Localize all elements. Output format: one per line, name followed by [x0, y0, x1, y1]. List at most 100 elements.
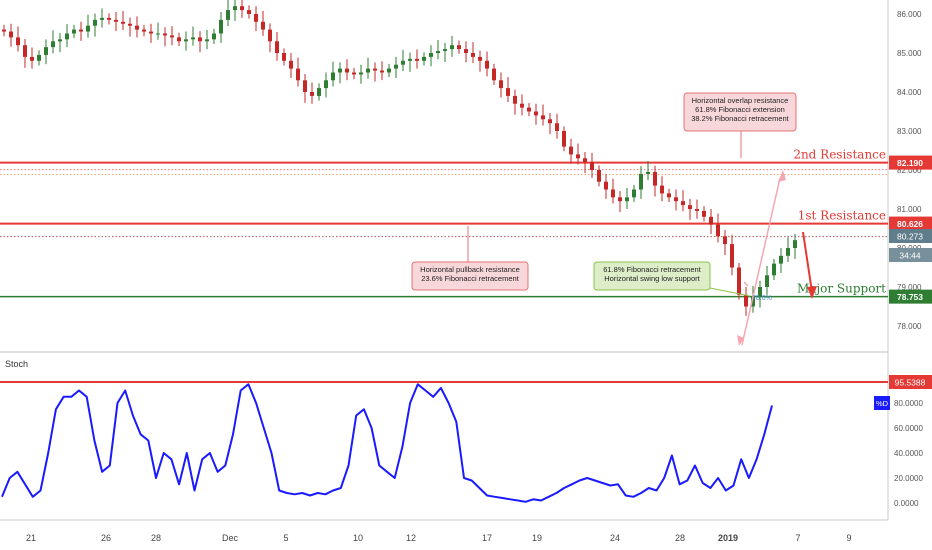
candle-body: [527, 107, 531, 112]
stoch-current-tag: [874, 396, 890, 410]
annotation-text: 61.8% Fibonacci retracement: [603, 265, 701, 274]
time-tick-label: 5: [283, 533, 288, 543]
candle-body: [107, 17, 111, 20]
annotation-text: 23.6% Fibonacci retracement: [421, 274, 519, 283]
candle-body: [2, 29, 6, 32]
candle-body: [177, 37, 181, 42]
candle-body: [597, 170, 601, 182]
stoch-d-line: [1, 383, 773, 503]
candle-body: [660, 185, 664, 194]
candle-body: [681, 201, 685, 206]
price-tick-label: 81.000: [897, 205, 922, 214]
candle-body: [436, 51, 440, 53]
candle-body: [702, 210, 706, 217]
candle-body: [254, 14, 258, 22]
price-tick-label: 83.000: [897, 127, 922, 136]
candle-body: [471, 53, 475, 57]
candle-body: [576, 154, 580, 159]
candle-body: [548, 119, 552, 124]
stoch-level-value: 95.5388: [895, 378, 926, 388]
annotation-box[interactable]: [411, 261, 529, 291]
time-tick-label: 17: [482, 533, 492, 543]
candle-body: [261, 21, 265, 30]
candle-body: [401, 60, 405, 65]
candle-body: [233, 6, 237, 11]
level-label: Major Support: [797, 282, 886, 296]
candle-body: [723, 236, 727, 245]
stoch-tick-label: 60.0000: [894, 424, 923, 433]
time-tick-label: 2019: [718, 533, 738, 543]
level-price-value: 78.753: [897, 292, 923, 302]
candle-body: [513, 95, 517, 104]
candle-body: [492, 68, 496, 81]
projection-arrowhead: [778, 170, 786, 182]
candle-body: [772, 263, 776, 276]
candle-body: [247, 10, 251, 14]
candle-body: [716, 224, 720, 237]
candle-body: [534, 111, 538, 116]
candle-body: [282, 53, 286, 61]
levels-layer: 2nd Resistance 1st Resistance Major Suppor…: [0, 148, 888, 383]
candle-body: [765, 275, 769, 287]
time-tick-label: 28: [675, 533, 685, 543]
candle-body: [744, 294, 748, 307]
candle-body: [674, 197, 678, 202]
candle-body: [366, 68, 370, 73]
price-tick-label: 79.000: [897, 283, 922, 292]
candle-body: [499, 80, 503, 89]
time-tick-label: 26: [101, 533, 111, 543]
annotation-box[interactable]: [683, 92, 797, 132]
candle-body: [590, 162, 594, 170]
candle-body: [639, 173, 643, 190]
candle-body: [170, 35, 174, 38]
candle-body: [324, 80, 328, 89]
stoch-title: Stoch: [5, 359, 28, 369]
time-tick-label: 19: [532, 533, 542, 543]
time-tick-label: 28: [151, 533, 161, 543]
candle-body: [478, 56, 482, 61]
candle-body: [100, 17, 104, 20]
price-tag-value: 80.273: [897, 232, 923, 242]
leader-line: [709, 287, 751, 297]
time-axis[interactable]: 21 26 28 Dec 5 10 12 17 19 24 28 2019 7 9: [26, 533, 852, 543]
price-tick-label: 78.000: [897, 322, 922, 331]
candle-body: [128, 23, 132, 26]
candle-body: [695, 209, 699, 211]
candle-body: [79, 29, 83, 32]
level-price-tag: [889, 289, 932, 304]
candle-body: [632, 189, 636, 198]
candle-body: [156, 33, 160, 35]
stoch-tick-label: 20.0000: [894, 474, 923, 483]
candle-body: [44, 47, 48, 55]
projection-line: [741, 177, 781, 346]
candle-body: [653, 171, 657, 186]
candle-body: [646, 171, 650, 174]
level-price-value: 80.626: [897, 219, 923, 229]
drop-arrowhead: [807, 286, 817, 299]
annotation-text: Horizontal pullback resistance: [420, 265, 520, 274]
candle-body: [555, 123, 559, 131]
annotation-text: 61.8% Fibonacci extension: [695, 105, 785, 114]
candle-body: [709, 216, 713, 225]
stoch-tick-label: 80.0000: [894, 399, 923, 408]
level-price-tag: [889, 216, 932, 231]
candle-body: [520, 103, 524, 108]
candle-body: [443, 49, 447, 52]
candle-body: [303, 80, 307, 92]
candle-body: [562, 131, 566, 147]
candle-body: [793, 240, 797, 248]
time-tick-label: 7: [795, 533, 800, 543]
candle-body: [331, 72, 335, 81]
candle-body: [205, 39, 209, 42]
price-tick-label: 85.000: [897, 49, 922, 58]
candle-body: [611, 189, 615, 198]
level-label: 1st Resistance: [798, 209, 886, 223]
candle-body: [289, 60, 293, 69]
candle-body: [23, 45, 27, 57]
annotation-text: Horizontal overlap resistance: [692, 96, 789, 105]
candle-body: [730, 244, 734, 268]
annotation-box[interactable]: [593, 261, 711, 291]
candle-body: [408, 58, 412, 61]
candle-body: [618, 197, 622, 202]
